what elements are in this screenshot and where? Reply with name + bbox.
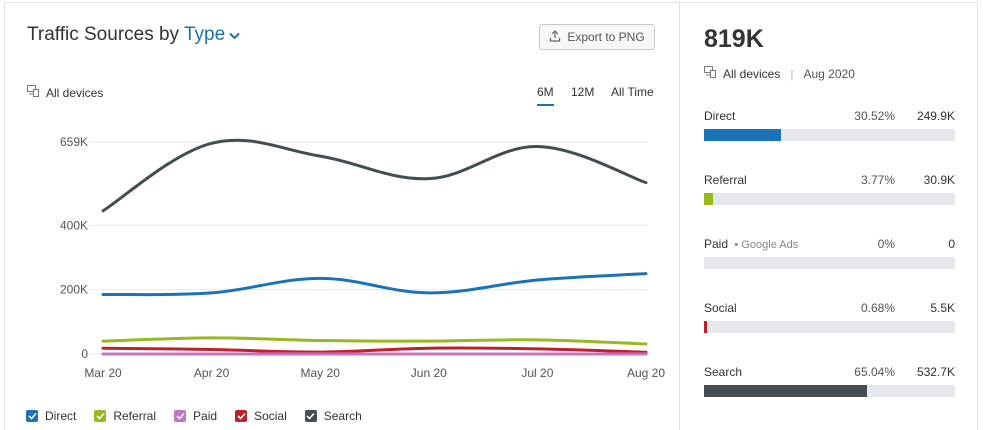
source-name: Search [704,365,743,379]
panel-divider [679,2,680,430]
legend-label: Paid [193,409,218,423]
source-bar [704,385,955,397]
y-tick-label: 659K [60,135,88,149]
summary-devices-label: All devices [723,66,781,81]
legend-label: Search [323,409,362,423]
legend-item-paid[interactable]: Paid [174,409,217,423]
type-dropdown[interactable]: Type [184,24,240,45]
source-row-direct: Direct 30.52% 249.9K [704,109,955,149]
x-tick-label: Jun 20 [411,366,447,380]
source-row-search: Search 65.04% 532.7K [704,365,955,405]
legend-label: Direct [45,409,77,423]
devices-label: All devices [46,85,104,100]
checkbox-icon [304,410,317,422]
source-value: 249.9K [916,109,955,123]
chevron-down-icon [229,24,240,46]
source-name: Direct [704,109,736,123]
x-tick-label: Apr 20 [194,366,230,380]
source-bar [704,257,955,269]
legend-item-social[interactable]: Social [235,409,287,423]
type-dropdown-label: Type [184,24,226,46]
title-text: Traffic Sources by [27,24,180,46]
source-name: Paid • Google Ads [704,237,798,251]
legend-label: Social [254,409,287,423]
chart-legend: Direct Referral Paid Social Search [26,409,362,423]
summary-date: Aug 2020 [803,66,855,81]
export-png-button[interactable]: Export to PNG [539,24,655,50]
total-visits: 819K [704,25,764,53]
x-tick-label: May 20 [301,366,341,380]
tab-12m[interactable]: 12M [571,85,595,99]
source-percent: 30.52% [854,109,895,123]
devices-filter[interactable]: All devices [27,85,103,100]
x-tick-label: Mar 20 [84,366,122,380]
source-percent: 0% [877,237,895,251]
source-sub-label: • Google Ads [731,239,799,251]
source-row-paid: Paid • Google Ads 0% 0 [704,237,955,277]
source-value: 5.5K [930,301,955,315]
separator: | [790,66,794,81]
legend-label: Referral [113,409,157,423]
x-tick-label: Aug 20 [627,366,665,380]
legend-item-direct[interactable]: Direct [26,409,76,423]
tab-6m[interactable]: 6M [537,85,554,106]
x-tick-label: Jul 20 [521,366,553,380]
legend-item-search[interactable]: Search [304,409,362,423]
devices-icon [704,66,717,81]
summary-devices: All devices | Aug 2020 [704,66,855,81]
source-name: Referral [704,173,747,187]
source-sub-text: Google Ads [741,239,799,251]
widget-frame [4,2,978,430]
source-bar-fill [704,129,781,141]
checkbox-icon [94,410,107,422]
source-value: 532.7K [916,365,955,379]
source-value: 0 [948,237,955,251]
source-bar-fill [704,193,714,205]
source-value: 30.9K [923,173,955,187]
tab-all-time[interactable]: All Time [611,85,654,99]
y-tick-label: 0 [81,347,88,361]
source-percent: 3.77% [860,173,895,187]
source-percent: 0.68% [860,301,895,315]
series-line-social [101,346,648,354]
y-tick-label: 400K [60,218,88,232]
checkbox-icon [174,410,187,422]
upload-icon [549,29,561,45]
source-row-referral: Referral 3.77% 30.9K [704,173,955,213]
y-tick-label: 200K [60,283,88,297]
source-name-text: Paid [704,237,729,251]
source-name: Social [704,301,737,315]
export-label: Export to PNG [567,30,645,44]
devices-icon [27,85,40,100]
checkbox-icon [26,410,38,422]
source-bar-fill [704,385,868,397]
source-bar [704,129,955,141]
source-bar [704,193,955,205]
series-line-referral [101,336,648,346]
checkbox-icon [235,410,248,422]
chart-title: Traffic Sources by Type [27,24,240,46]
source-percent: 65.04% [854,365,895,379]
series-line-direct [101,272,648,297]
source-row-social: Social 0.68% 5.5K [704,301,955,341]
traffic-line-chart: 0 200K 400K 659K Mar 20 Apr 20 May 20 Jun 20 Jul… [60,135,665,380]
source-bar-fill [704,321,707,333]
source-bar [704,321,955,333]
series-line-search [101,138,648,213]
legend-item-referral[interactable]: Referral [94,409,156,423]
